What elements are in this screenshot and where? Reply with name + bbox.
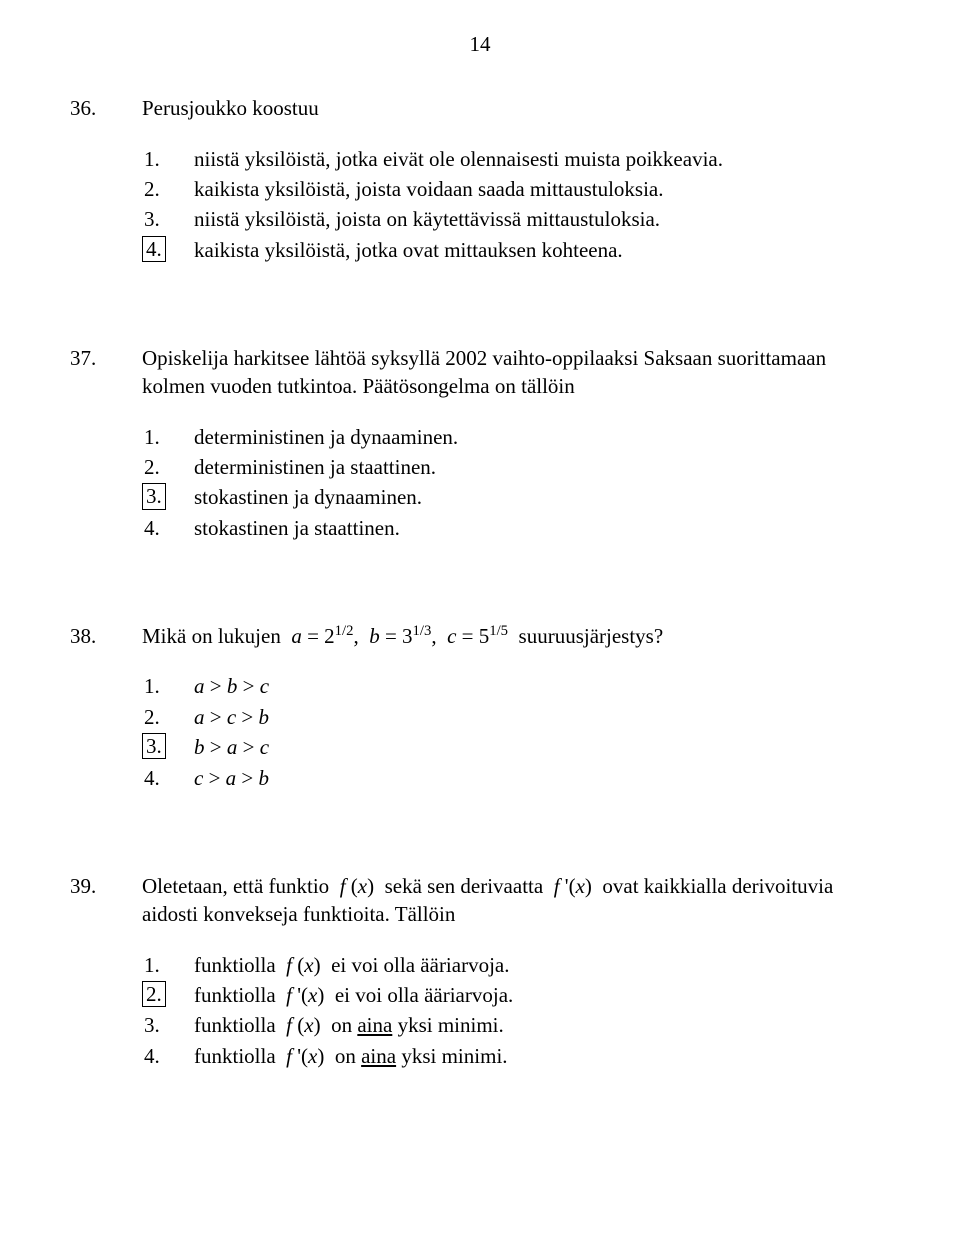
option-3: 3. stokastinen ja dynaaminen. [142, 483, 890, 511]
option-number: 1. [142, 423, 162, 451]
option-number-wrap: 3. [142, 483, 194, 509]
page-number: 14 [70, 30, 890, 58]
option-number: 2. [142, 703, 162, 731]
option-1: 1. a > b > c [142, 672, 890, 700]
option-4: 4. funktiolla f '(x) on aina yksi minimi. [142, 1042, 890, 1070]
option-number-wrap: 2. [142, 703, 194, 731]
option-3: 3. funktiolla f (x) on aina yksi minimi. [142, 1011, 890, 1039]
option-number-wrap: 1. [142, 951, 194, 979]
option-number-wrap: 2. [142, 175, 194, 203]
option-number-wrap: 3. [142, 205, 194, 233]
option-text: a > c > b [194, 703, 890, 731]
question-number: 36. [70, 94, 142, 122]
option-number-wrap: 4. [142, 514, 194, 542]
options-list: 1. deterministinen ja dynaaminen. 2. determ… [142, 423, 890, 542]
option-text: deterministinen ja dynaaminen. [194, 423, 890, 451]
option-text: kaikista yksilöistä, joista voidaan saad… [194, 175, 890, 203]
option-2: 2. a > c > b [142, 703, 890, 731]
option-1: 1. deterministinen ja dynaaminen. [142, 423, 890, 451]
option-text: funktiolla f (x) on aina yksi minimi. [194, 1011, 890, 1039]
questions-container: 36.Perusjoukko koostuu 1. niistä yksilöist… [70, 94, 890, 1150]
question-number: 38. [70, 622, 142, 650]
option-text: a > b > c [194, 672, 890, 700]
option-1: 1. funktiolla f (x) ei voi olla ääriarvoj… [142, 951, 890, 979]
question-stem: 36.Perusjoukko koostuu [70, 94, 890, 122]
option-text: c > a > b [194, 764, 890, 792]
options-list: 1. a > b > c 2. a > c > b 3. b > a > c 4. c > a… [142, 672, 890, 791]
option-number: 2. [142, 175, 162, 203]
option-2: 2. kaikista yksilöistä, joista voidaan sa… [142, 175, 890, 203]
question-number: 37. [70, 344, 142, 372]
question-number: 39. [70, 872, 142, 900]
option-number: 4. [142, 514, 162, 542]
option-text: funktiolla f (x) ei voi olla ääriarvoja. [194, 951, 890, 979]
option-4: 4. stokastinen ja staattinen. [142, 514, 890, 542]
option-2: 2. deterministinen ja staattinen. [142, 453, 890, 481]
option-number: 4. [142, 1042, 162, 1070]
spacer [70, 600, 890, 622]
option-number-wrap: 1. [142, 145, 194, 173]
spacer [70, 322, 890, 344]
question-text: Perusjoukko koostuu [142, 94, 890, 122]
question-text: Opiskelija harkitsee lähtöä syksyllä 200… [142, 344, 890, 401]
question-3: 38.Mikä on lukujen a = 21/2, b = 31/3, c… [70, 622, 890, 792]
option-number: 1. [142, 672, 162, 700]
option-text: stokastinen ja dynaaminen. [194, 483, 890, 511]
option-number: 2. [142, 453, 162, 481]
options-list: 1. funktiolla f (x) ei voi olla ääriarvoj… [142, 951, 890, 1070]
spacer [70, 850, 890, 872]
option-text: kaikista yksilöistä, jotka ovat mittauks… [194, 236, 890, 264]
question-1: 36.Perusjoukko koostuu 1. niistä yksilöist… [70, 94, 890, 264]
option-number: 3. [142, 483, 166, 509]
option-number-wrap: 4. [142, 236, 194, 262]
option-3: 3. niistä yksilöistä, joista on käytettäv… [142, 205, 890, 233]
option-number-wrap: 1. [142, 423, 194, 451]
option-text: stokastinen ja staattinen. [194, 514, 890, 542]
option-number: 1. [142, 951, 162, 979]
question-text: Mikä on lukujen a = 21/2, b = 31/3, c = … [142, 622, 890, 650]
option-text: niistä yksilöistä, joista on käytettävis… [194, 205, 890, 233]
option-1: 1. niistä yksilöistä, jotka eivät ole ole… [142, 145, 890, 173]
option-text: deterministinen ja staattinen. [194, 453, 890, 481]
option-text: b > a > c [194, 733, 890, 761]
option-number: 3. [142, 733, 166, 759]
question-stem: 38.Mikä on lukujen a = 21/2, b = 31/3, c… [70, 622, 890, 650]
option-number-wrap: 3. [142, 733, 194, 759]
option-number-wrap: 4. [142, 764, 194, 792]
options-list: 1. niistä yksilöistä, jotka eivät ole ole… [142, 145, 890, 264]
option-text: niistä yksilöistä, jotka eivät ole olenn… [194, 145, 890, 173]
option-number-wrap: 1. [142, 672, 194, 700]
option-number: 4. [142, 764, 162, 792]
option-number: 2. [142, 981, 166, 1007]
option-4: 4. c > a > b [142, 764, 890, 792]
question-stem: 37.Opiskelija harkitsee lähtöä syksyllä … [70, 344, 890, 401]
option-number: 3. [142, 1011, 162, 1039]
option-number-wrap: 3. [142, 1011, 194, 1039]
option-4: 4. kaikista yksilöistä, jotka ovat mittau… [142, 236, 890, 264]
option-number-wrap: 4. [142, 1042, 194, 1070]
option-3: 3. b > a > c [142, 733, 890, 761]
option-number-wrap: 2. [142, 453, 194, 481]
option-2: 2. funktiolla f '(x) ei voi olla ääriarvo… [142, 981, 890, 1009]
option-number: 1. [142, 145, 162, 173]
question-text: Oletetaan, että funktio f (x) sekä sen d… [142, 872, 890, 929]
option-text: funktiolla f '(x) ei voi olla ääriarvoja… [194, 981, 890, 1009]
question-stem: 39.Oletetaan, että funktio f (x) sekä se… [70, 872, 890, 929]
option-number: 3. [142, 205, 162, 233]
question-2: 37.Opiskelija harkitsee lähtöä syksyllä … [70, 344, 890, 542]
spacer [70, 1128, 890, 1150]
option-text: funktiolla f '(x) on aina yksi minimi. [194, 1042, 890, 1070]
option-number-wrap: 2. [142, 981, 194, 1007]
option-number: 4. [142, 236, 166, 262]
question-4: 39.Oletetaan, että funktio f (x) sekä se… [70, 872, 890, 1070]
